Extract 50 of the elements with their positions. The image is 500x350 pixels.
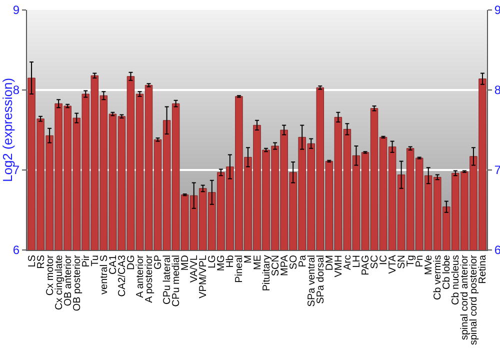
x-tick-label: DM bbox=[324, 255, 336, 271]
x-tick-label: Tg bbox=[406, 255, 417, 267]
x-tick-label: IC bbox=[378, 255, 390, 265]
x-tick-label: LH bbox=[351, 255, 362, 268]
x-tick-label: Cx cingulate bbox=[54, 254, 65, 310]
x-tick-label: Retina bbox=[478, 254, 489, 284]
x-tick-label: ventral S bbox=[98, 254, 110, 294]
x-tick-label: A anterior bbox=[135, 254, 146, 298]
x-tick-label: CA2/CA3 bbox=[116, 254, 128, 297]
x-tick-label: SC bbox=[370, 255, 380, 269]
x-tick-label: LS bbox=[26, 254, 38, 268]
x-tick-label: OB posterior bbox=[72, 254, 83, 312]
x-tick-label: Pituitary bbox=[261, 255, 272, 292]
x-tick-label: Pineal bbox=[234, 255, 246, 283]
x-tick-label: Tu bbox=[90, 255, 101, 266]
x-tick-label: VMH bbox=[333, 255, 344, 278]
x-tick-label: RS bbox=[36, 254, 47, 269]
x-tick-label: SN bbox=[396, 255, 408, 269]
x-tick-label: Pa bbox=[297, 254, 308, 268]
x-tick-label: PAG bbox=[360, 254, 372, 276]
x-tick-label: spinal cord posterior bbox=[468, 254, 480, 346]
x-tick-label: Pir bbox=[80, 254, 92, 268]
x-tick-label: LG bbox=[207, 254, 218, 268]
y-tick-label: 8 bbox=[12, 83, 20, 98]
x-tick-label: GP bbox=[153, 254, 164, 270]
x-tick-label: SCN bbox=[270, 255, 282, 276]
x-tick-label: A posterior bbox=[144, 254, 156, 303]
x-tick-label: Cb lobe bbox=[442, 254, 453, 290]
x-tick-label: ME bbox=[252, 254, 264, 270]
y-axis-title: Log2 (expression) bbox=[0, 78, 15, 182]
x-tick-label: Hb bbox=[225, 254, 236, 268]
x-tick-label: Arc bbox=[342, 255, 354, 270]
y-tick-label: 9 bbox=[12, 3, 20, 18]
x-tick-label: DG bbox=[126, 254, 137, 270]
x-tick-label: CPu medial bbox=[171, 255, 182, 307]
x-tick-label: Cb nucleus bbox=[450, 255, 462, 306]
x-tick-label: SO bbox=[288, 254, 300, 270]
x-tick-label: spinal cord anterior bbox=[460, 254, 471, 340]
y-tick-label: 6 bbox=[12, 243, 20, 258]
x-tick-label: MVe bbox=[424, 254, 435, 276]
x-tick-label: CA1 bbox=[108, 254, 119, 274]
x-tick-label: SPa ventral bbox=[306, 255, 318, 307]
x-tick-label: VPM/VPL bbox=[198, 254, 210, 298]
x-tick-label: Pn bbox=[414, 255, 426, 268]
x-tick-label: SPa dorsal bbox=[315, 255, 326, 304]
x-tick-label: MPA bbox=[279, 254, 290, 276]
x-tick-label: VTA bbox=[388, 254, 399, 274]
x-tick-label: M bbox=[243, 255, 254, 264]
x-tick-label: OB anterior bbox=[62, 254, 74, 306]
x-tick-label: Cx motor bbox=[44, 254, 56, 296]
